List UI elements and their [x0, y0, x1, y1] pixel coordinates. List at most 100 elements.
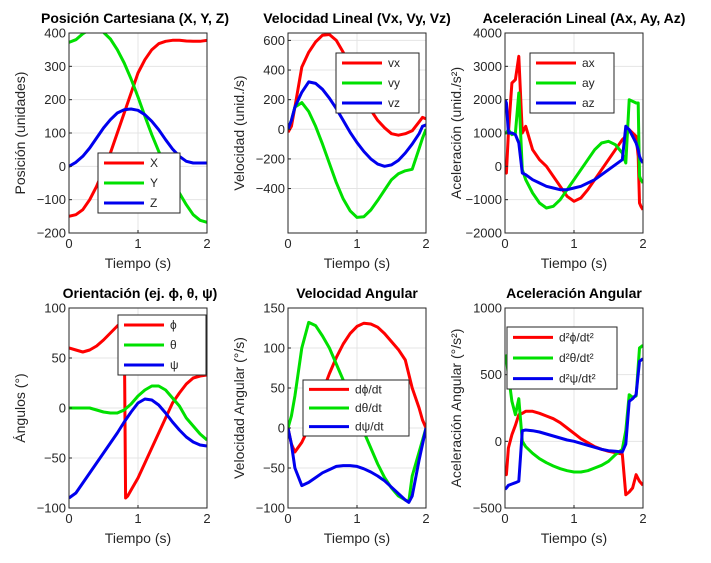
series-line-2	[69, 384, 207, 442]
series-line-1	[69, 38, 207, 218]
y-tick-label: 0	[495, 434, 502, 449]
y-tick-label: −200	[37, 226, 66, 241]
x-tick-label: 1	[134, 511, 141, 526]
chart-title: Orientación (ej. ϕ, θ, ψ)	[63, 285, 218, 301]
y-tick-label: −200	[256, 151, 285, 166]
y-tick-label: 100	[44, 126, 66, 141]
x-tick-label: 2	[639, 511, 646, 526]
y-tick-label: 100	[44, 301, 66, 316]
legend: d²ϕ/dt² d²θ/dt² d²ψ/dt²	[506, 326, 618, 390]
y-tick-label: 3000	[473, 59, 502, 74]
legend: ax ay az	[529, 52, 615, 114]
x-axis-label: Tiempo (s)	[541, 255, 607, 271]
y-axis-label: Velocidad Angular (°/s)	[231, 337, 247, 479]
y-tick-label: −400	[256, 181, 285, 196]
chart-title: Posición Cartesiana (X, Y, Z)	[41, 10, 229, 26]
x-tick-label: 1	[570, 236, 577, 251]
series-line-1	[69, 318, 207, 500]
y-tick-label: 4000	[473, 26, 502, 41]
y-tick-label: 200	[263, 92, 285, 107]
legend-label: d²ψ/dt²	[559, 372, 596, 386]
series-line-2	[505, 91, 643, 210]
series-line-2	[288, 101, 426, 219]
y-axis-label: Velocidad (unid./s)	[231, 75, 247, 190]
y-tick-label: 400	[263, 63, 285, 78]
y-tick-label: −100	[37, 192, 66, 207]
legend-label: ϕ	[170, 318, 177, 332]
x-axis-label: Tiempo (s)	[324, 530, 390, 546]
chart-title: Aceleración Angular	[506, 285, 642, 301]
x-tick-label: 2	[422, 511, 429, 526]
series-line-1	[505, 409, 643, 497]
x-tick-label: 2	[203, 511, 210, 526]
y-tick-label: 400	[44, 26, 66, 41]
x-axis-label: Tiempo (s)	[105, 530, 171, 546]
y-tick-label: 200	[44, 92, 66, 107]
y-tick-label: −500	[473, 501, 502, 516]
chart-title: Velocidad Angular	[296, 285, 418, 301]
x-tick-label: 0	[65, 236, 72, 251]
legend-label: Z	[150, 196, 157, 210]
y-axis-label: Ángulos (°)	[12, 373, 28, 442]
legend-label: dψ/dt	[355, 420, 384, 434]
legend: XYZ	[97, 152, 181, 214]
y-tick-label: 300	[44, 59, 66, 74]
legend-label: dθ/dt	[355, 401, 382, 415]
x-axis-label: Tiempo (s)	[105, 255, 171, 271]
y-tick-label: −2000	[465, 226, 502, 241]
legend-label: X	[150, 156, 158, 170]
y-tick-label: 0	[278, 421, 285, 436]
chart-title: Velocidad Lineal (Vx, Vy, Vz)	[263, 10, 451, 26]
x-tick-label: 1	[353, 236, 360, 251]
y-tick-label: 150	[263, 301, 285, 316]
y-tick-label: 2000	[473, 92, 502, 107]
x-tick-label: 2	[639, 236, 646, 251]
y-tick-label: 50	[271, 381, 285, 396]
legend-label: vy	[388, 76, 400, 90]
y-tick-label: 0	[59, 401, 66, 416]
series-line-3	[505, 99, 643, 192]
x-tick-label: 1	[570, 511, 577, 526]
series-line-2	[69, 33, 207, 224]
series-line-3	[505, 357, 643, 491]
x-tick-label: 0	[284, 236, 291, 251]
x-tick-label: 0	[284, 511, 291, 526]
legend-label: d²θ/dt²	[559, 351, 594, 365]
legend-label: θ	[170, 338, 177, 352]
y-tick-label: −100	[256, 501, 285, 516]
y-axis-label: Aceleración (unid./s²)	[448, 67, 464, 199]
y-tick-label: 100	[263, 341, 285, 356]
legend-label: vz	[388, 96, 400, 110]
legend-label: vx	[388, 56, 400, 70]
chart-panel-3: 0 1 2 −2000 −1000 0 1000 2000 3000 4000 Tiempo (s)…	[448, 10, 685, 271]
y-tick-label: 0	[278, 122, 285, 137]
y-tick-label: 0	[495, 159, 502, 174]
legend: dϕ/dt dθ/dt dψ/dt	[302, 379, 410, 437]
y-tick-label: 1000	[473, 126, 502, 141]
legend: ϕθψ	[117, 314, 207, 376]
legend-label: ψ	[170, 358, 179, 372]
series-line-3	[69, 107, 207, 168]
legend: vx vy vz	[335, 52, 420, 114]
series-line-3	[69, 397, 207, 500]
x-tick-label: 2	[422, 236, 429, 251]
chart-title: Aceleración Lineal (Ax, Ay, Az)	[483, 10, 686, 26]
x-tick-label: 1	[353, 511, 360, 526]
x-tick-label: 0	[501, 511, 508, 526]
chart-panel-1: 0 1 2 −200 −100 0 100 200 300 400 Tiempo (s) Posici…	[12, 10, 229, 271]
y-tick-label: 500	[480, 367, 502, 382]
legend-label: az	[582, 96, 595, 110]
y-tick-label: 0	[59, 159, 66, 174]
y-axis-label: Aceleración Angular (°/s²)	[448, 329, 464, 488]
series-line-3	[288, 427, 426, 504]
x-tick-label: 0	[65, 511, 72, 526]
legend-label: d²ϕ/dt²	[559, 330, 594, 344]
x-tick-label: 2	[203, 236, 210, 251]
x-tick-label: 0	[501, 236, 508, 251]
y-tick-label: −100	[37, 501, 66, 516]
legend-label: dϕ/dt	[355, 382, 382, 396]
legend-label: ax	[582, 56, 595, 70]
y-tick-label: 600	[263, 33, 285, 48]
